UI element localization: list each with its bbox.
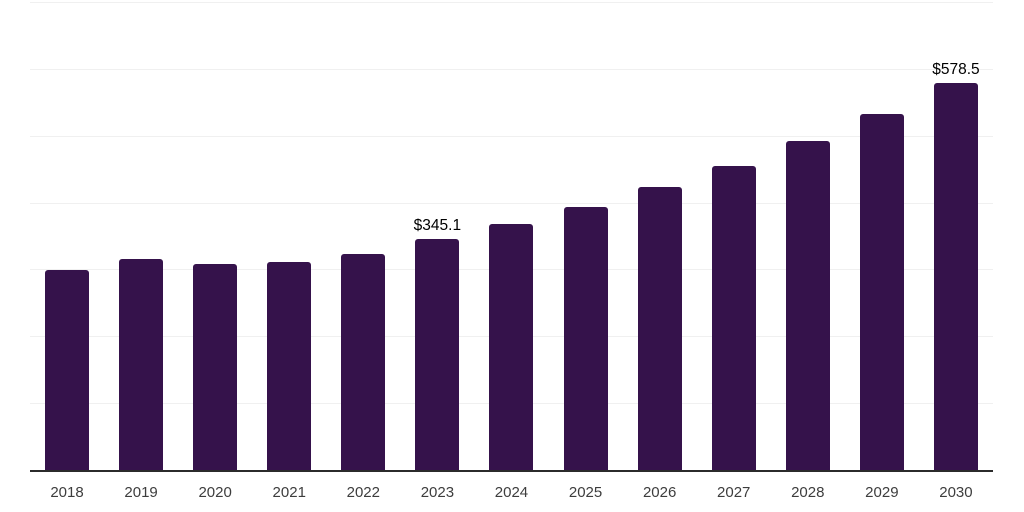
gridline-600: [30, 68, 993, 70]
gridline-500: [30, 135, 993, 137]
x-axis-tick-label-2022: 2022: [346, 484, 380, 501]
x-axis-tick-label-2027: 2027: [717, 484, 751, 501]
bar-2021: [267, 262, 312, 470]
x-axis-tick-label-2024: 2024: [494, 484, 529, 501]
x-axis-tick-label-2018: 2018: [50, 484, 84, 501]
bar-column-2022: 2022: [341, 2, 386, 500]
x-axis-tick-label-2030: 2030: [939, 484, 973, 501]
bar-2019: [119, 258, 164, 470]
x-axis-tick-label-2021: 2021: [272, 484, 306, 501]
gridline-700: [30, 2, 993, 3]
bar-column-2024: 2024: [489, 2, 534, 500]
bar-2024: [489, 223, 534, 470]
x-axis-tick-label-2026: 2026: [642, 484, 677, 501]
bar-2027: [711, 165, 756, 470]
gridline-400: [30, 202, 993, 204]
bar-2025: [563, 206, 608, 470]
bar-column-2026: 2026: [637, 2, 682, 500]
bar-column-2025: 2025: [563, 2, 608, 500]
bar-2029: [859, 114, 904, 470]
bar-column-2028: 2028: [785, 2, 830, 500]
x-axis-tick-label-2019: 2019: [124, 484, 158, 501]
bar-column-2027: 2027: [711, 2, 756, 500]
x-axis-tick-label-2025: 2025: [568, 484, 603, 501]
bar-2018: [45, 269, 89, 470]
x-axis-tick-label-2028: 2028: [791, 484, 825, 501]
bar-column-2021: 2021: [267, 2, 312, 500]
bar-2028: [785, 141, 830, 470]
plot-area: 2018 2019 2020 2021 2022 $345.1 2023 2024 2025 20…: [30, 2, 993, 500]
bar-2026: [637, 186, 682, 470]
bar-column-2020: 2020: [193, 2, 238, 500]
bar-column-2019: 2019: [119, 2, 164, 500]
bar-2023: [415, 239, 460, 470]
bars-row: 2018 2019 2020 2021 2022 $345.1 2023 2024 2025 20…: [30, 2, 993, 500]
x-axis-tick-label-2020: 2020: [198, 484, 232, 501]
bar-value-label-2030: $578.5: [932, 60, 980, 78]
x-axis-tick-label-2023: 2023: [420, 484, 455, 501]
x-axis-tick-label-2029: 2029: [865, 484, 899, 501]
bar-value-label-2023: $345.1: [413, 216, 462, 234]
bar-column-2018: 2018: [45, 2, 89, 500]
bar-2020: [193, 263, 238, 470]
bar-column-2030: $578.5 2030: [932, 2, 979, 500]
bar-column-2023: $345.1 2023: [414, 2, 461, 500]
bar-2030: [933, 83, 978, 470]
bar-2022: [341, 253, 386, 470]
bar-column-2029: 2029: [859, 2, 904, 500]
